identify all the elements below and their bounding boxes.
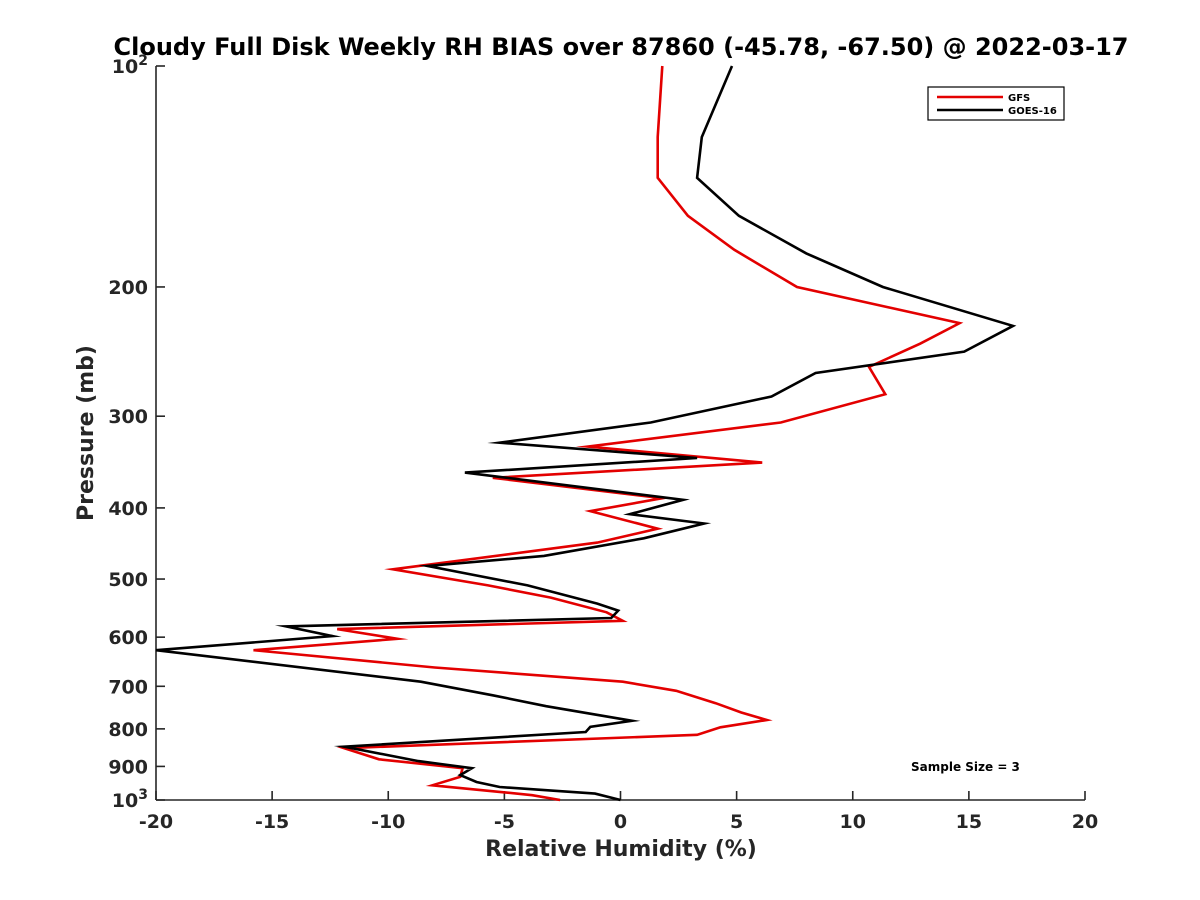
x-tick-label: 20	[1072, 811, 1098, 833]
y-tick-label: 400	[108, 498, 148, 520]
x-tick-label: 5	[730, 811, 743, 833]
y-tick-label: 500	[108, 569, 148, 591]
plot-area	[156, 66, 1085, 800]
y-ticks: 102 200 300 400 500 600 700 800 900 103	[108, 53, 165, 812]
series-line-goes16	[155, 65, 1017, 802]
y-tick-label: 300	[108, 406, 148, 428]
legend-box	[927, 86, 1065, 121]
y-tick-label: 900	[108, 756, 148, 778]
x-tick-label: 0	[614, 811, 627, 833]
y-tick-label: 600	[108, 627, 148, 649]
x-tick-label: -20	[139, 811, 173, 833]
x-tick-label: -15	[255, 811, 289, 833]
y-tick-label: 200	[108, 277, 148, 299]
legend-label-goes16: GOES-16	[1008, 106, 1057, 117]
x-tick-label: -5	[494, 811, 515, 833]
y-tick-label: 103	[112, 787, 148, 812]
y-tick-label: 102	[112, 53, 148, 78]
sample-size-annotation: Sample Size = 3	[911, 760, 1020, 774]
series-line-gfs	[253, 65, 964, 802]
x-ticks: -20 -15 -10 -5 0 5 10 15 20	[139, 791, 1098, 833]
legend-label-gfs: GFS	[1008, 93, 1030, 104]
y-tick-label: 800	[108, 719, 148, 741]
x-tick-label: 15	[956, 811, 982, 833]
legend: GFS GOES-16	[927, 86, 1065, 121]
x-tick-label: 10	[840, 811, 866, 833]
y-axis-label: Pressure (mb)	[74, 345, 99, 521]
y-tick-label: 700	[108, 676, 148, 698]
series-layer	[155, 65, 1017, 802]
x-tick-label: -10	[371, 811, 405, 833]
chart-title: Cloudy Full Disk Weekly RH BIAS over 878…	[114, 33, 1129, 61]
x-axis-label: Relative Humidity (%)	[485, 837, 757, 862]
